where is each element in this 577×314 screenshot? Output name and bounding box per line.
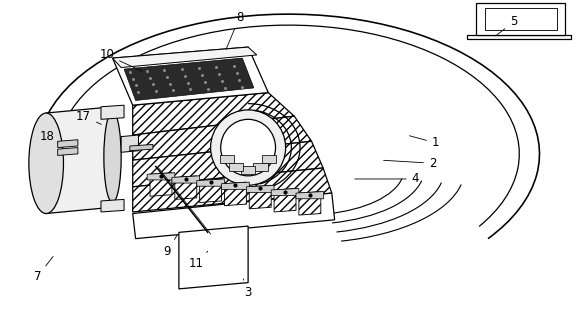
Polygon shape [274,188,296,212]
Text: 2: 2 [384,157,436,170]
Text: 4: 4 [355,172,419,186]
Polygon shape [133,193,335,239]
Polygon shape [222,182,249,189]
Polygon shape [249,185,271,209]
Polygon shape [133,93,294,135]
Polygon shape [133,141,323,187]
Polygon shape [220,155,234,163]
Polygon shape [476,3,565,35]
Polygon shape [46,107,113,214]
Polygon shape [241,166,255,174]
Polygon shape [200,179,222,203]
Polygon shape [262,155,276,163]
Polygon shape [467,35,571,39]
Polygon shape [485,8,557,30]
Text: 17: 17 [76,110,102,124]
Text: 18: 18 [40,130,58,143]
Polygon shape [113,47,257,68]
Text: 10: 10 [99,48,142,71]
Polygon shape [179,226,248,289]
Ellipse shape [220,119,275,176]
Text: 9: 9 [164,235,177,258]
Polygon shape [113,47,268,105]
Text: 5: 5 [496,15,517,36]
Polygon shape [133,116,312,160]
Polygon shape [175,176,197,199]
Polygon shape [147,173,175,180]
Polygon shape [101,199,124,212]
Text: 1: 1 [410,136,439,149]
Polygon shape [299,192,321,215]
Ellipse shape [211,110,286,185]
Polygon shape [224,182,246,206]
Ellipse shape [104,111,121,203]
Polygon shape [124,58,254,100]
Polygon shape [101,105,124,119]
Text: 7: 7 [34,257,53,283]
Ellipse shape [29,113,63,214]
Polygon shape [121,135,138,152]
Text: 3: 3 [243,279,252,299]
Polygon shape [130,144,153,151]
Polygon shape [228,163,243,171]
Text: 11: 11 [189,251,208,270]
Polygon shape [58,140,78,148]
Polygon shape [296,192,324,199]
Text: 8: 8 [226,11,243,49]
Polygon shape [150,173,172,196]
Polygon shape [271,188,299,196]
Polygon shape [197,179,224,186]
Polygon shape [58,148,78,155]
Polygon shape [172,176,200,183]
Polygon shape [133,168,332,212]
Polygon shape [253,163,268,171]
Polygon shape [246,185,274,192]
